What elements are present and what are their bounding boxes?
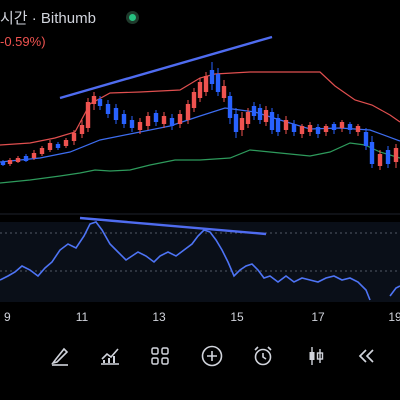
candle-body [347, 124, 353, 130]
candle-body [85, 102, 91, 128]
candle-body [145, 116, 151, 126]
brush-icon[interactable] [46, 342, 74, 370]
candle-body [369, 142, 375, 164]
x-axis-tick-label: 19 [388, 310, 400, 324]
rsi-line [0, 221, 371, 301]
candle-body [315, 127, 321, 134]
candle-body [227, 96, 233, 118]
candle-body [385, 150, 391, 164]
header: 시간 · Bithumb -0.59%) [0, 0, 400, 56]
candle-body [275, 118, 281, 132]
candle-body [137, 122, 143, 130]
candle-body [251, 106, 257, 116]
layouts-icon[interactable] [146, 342, 174, 370]
price-trendline [59, 35, 273, 100]
candle-body [215, 74, 221, 92]
candle-body [291, 124, 297, 132]
candle-body [355, 126, 361, 132]
price-chart[interactable]: 9 11 13 15 17 19 [0, 0, 400, 330]
rsi-pane [0, 222, 400, 302]
candle-body [299, 126, 305, 134]
candle-body [153, 113, 159, 122]
candle-body [331, 124, 337, 130]
market-status-icon [126, 11, 139, 24]
candle-body [0, 162, 6, 165]
candle-body [121, 114, 127, 124]
bottom-toolbar [0, 334, 400, 378]
candle-body [239, 118, 245, 130]
replay-icon[interactable] [352, 342, 380, 370]
candle-body [221, 86, 227, 98]
candle-body [63, 140, 69, 146]
candles-icon[interactable] [302, 342, 330, 370]
x-axis-tick-label: 15 [230, 310, 244, 324]
add-icon[interactable] [198, 342, 226, 370]
x-axis-tick-label: 13 [152, 310, 166, 324]
indicators-icon[interactable] [96, 342, 124, 370]
candle-body [23, 156, 29, 161]
candle-body [31, 153, 37, 158]
candle-body [307, 125, 313, 132]
x-axis-tick-label: 9 [4, 310, 11, 324]
candle-body [129, 120, 135, 128]
candle-body [105, 104, 111, 114]
candle-body [71, 133, 77, 141]
candle-body [393, 148, 399, 162]
candle-body [91, 96, 97, 104]
x-axis-tick-label: 11 [76, 310, 89, 324]
price-change: -0.59%) [0, 34, 46, 49]
candle-body [257, 108, 263, 120]
candle-body [97, 99, 103, 106]
candle-body [169, 118, 175, 126]
bollinger-middle [0, 107, 400, 163]
candle-body [55, 144, 61, 148]
candle-body [177, 114, 183, 124]
candle-body [245, 112, 251, 124]
candle-body [113, 108, 119, 120]
candle-body [263, 110, 269, 122]
candle-body [377, 154, 383, 166]
candle-body [47, 143, 53, 150]
symbol-title[interactable]: 시간 · Bithumb [0, 10, 96, 27]
candle-body [39, 148, 45, 154]
alarm-icon[interactable] [249, 342, 277, 370]
candle-body [283, 120, 289, 130]
candle-body [7, 160, 13, 164]
x-axis-tick-label: 17 [311, 310, 325, 324]
candle-body [197, 82, 203, 98]
candle-body [15, 158, 21, 162]
rsi-trendline [79, 216, 267, 236]
candle-body [203, 76, 209, 92]
candle-body [185, 104, 191, 120]
candle-body [209, 70, 215, 84]
bollinger-lower [0, 142, 400, 184]
candle-body [339, 122, 345, 128]
candle-body [363, 132, 369, 146]
candle-body [191, 92, 197, 108]
candle-body [161, 116, 167, 124]
rsi-line-tail [389, 285, 400, 297]
candle-body [323, 126, 329, 132]
candle-body [79, 125, 85, 134]
candle-body [269, 112, 275, 130]
candle-body [233, 114, 239, 132]
